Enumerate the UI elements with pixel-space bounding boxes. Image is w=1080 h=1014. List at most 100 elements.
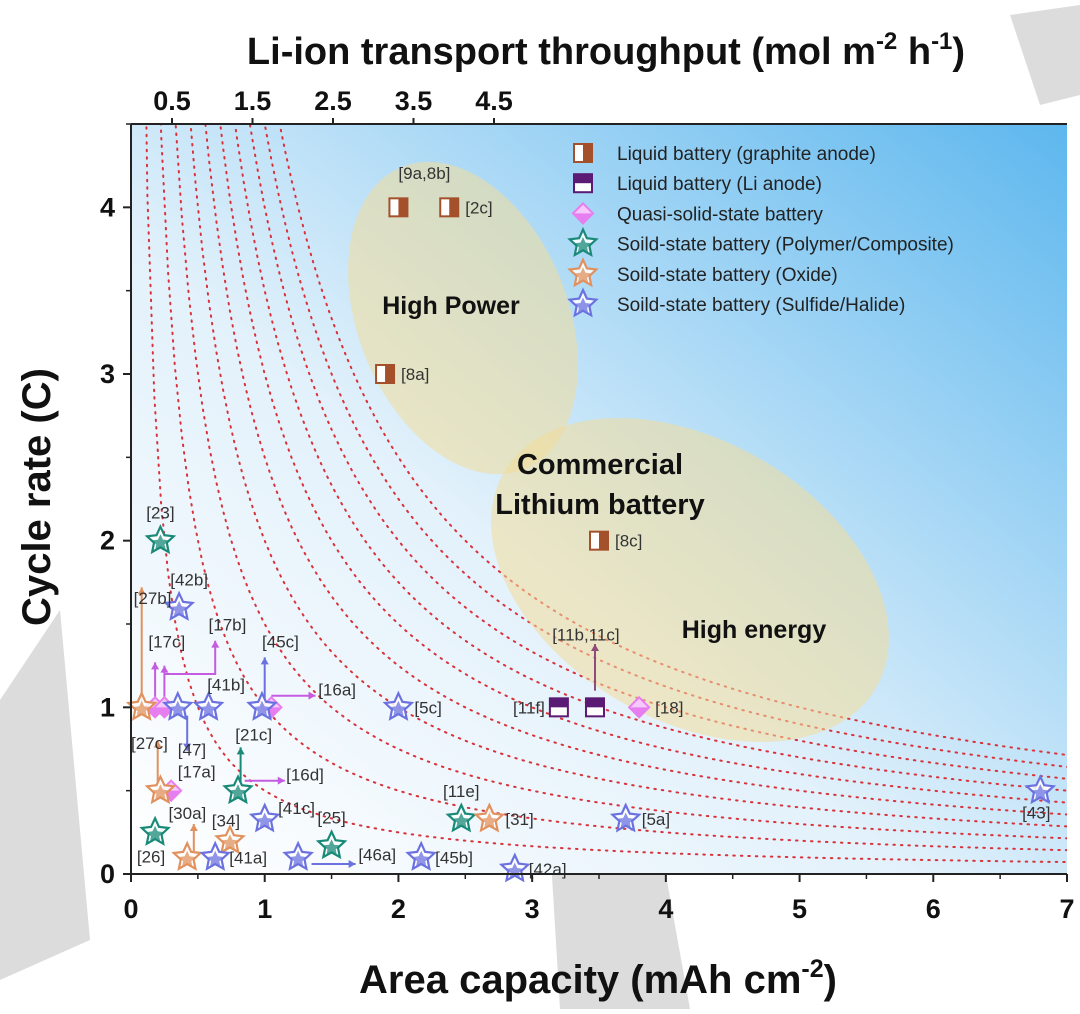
arrow-head bbox=[153, 740, 162, 748]
top-tick-label: 3.5 bbox=[395, 86, 433, 116]
legend-label: Soild-state battery (Polymer/Composite) bbox=[617, 235, 954, 256]
point-label: [23] bbox=[146, 504, 174, 523]
arrow-head bbox=[137, 587, 146, 595]
marker-fill bbox=[385, 365, 395, 383]
legend-marker bbox=[571, 201, 595, 225]
x-tick-label: 0 bbox=[123, 894, 138, 924]
point-label: [42b] bbox=[170, 570, 208, 589]
data-point bbox=[163, 590, 196, 621]
arrow-head bbox=[183, 743, 192, 751]
high-power-label: High Power bbox=[382, 292, 520, 320]
marker-fill bbox=[323, 839, 341, 856]
data-point bbox=[627, 695, 651, 719]
data-point bbox=[315, 829, 348, 860]
arrow-head bbox=[348, 860, 356, 868]
marker-fill bbox=[599, 531, 608, 550]
annotation-label: [11b,11c] bbox=[552, 626, 619, 645]
annotation-label: [41c] bbox=[278, 799, 315, 818]
point-label: [18] bbox=[655, 698, 683, 717]
iso-curve bbox=[219, 124, 1067, 804]
y-tick-label: 0 bbox=[100, 859, 115, 889]
point-labels: [2c] [8a] [8c] [11f] [18] [23] [11e] [26] [25] [3… bbox=[137, 198, 1051, 879]
marker-fill bbox=[169, 700, 187, 718]
marker-fill bbox=[574, 237, 592, 254]
marker-fill bbox=[449, 198, 459, 217]
annotation-label: [46a] bbox=[358, 846, 396, 865]
arrow-head bbox=[590, 644, 599, 651]
point-label: [11e] bbox=[443, 782, 480, 801]
marker-fill bbox=[289, 850, 307, 868]
y-tick-label: 1 bbox=[100, 692, 115, 722]
y-tick-label: 4 bbox=[100, 192, 115, 222]
arrow-head bbox=[236, 747, 245, 755]
marker-fill bbox=[221, 834, 239, 851]
marker-fill bbox=[200, 700, 218, 718]
legend-item: Quasi-solid-state battery bbox=[571, 201, 823, 225]
legend-item: Soild-state battery (Sulfide/Halide) bbox=[567, 287, 905, 318]
high-power-region bbox=[348, 161, 578, 475]
arrow-head bbox=[160, 665, 169, 673]
watermark-shape bbox=[0, 610, 90, 980]
x-axis-title: Area capacity (mAh cm-2) bbox=[359, 955, 837, 1002]
marker-fill bbox=[574, 267, 592, 284]
arrows bbox=[137, 587, 599, 868]
arrow-head bbox=[260, 657, 269, 665]
marker-fill bbox=[1031, 784, 1049, 801]
iso-curve bbox=[204, 124, 1067, 816]
annotation-label: [45c] bbox=[262, 632, 299, 651]
legend-label: Soild-state battery (Sulfide/Halide) bbox=[617, 295, 905, 316]
data-point bbox=[388, 197, 409, 218]
marker-fill bbox=[585, 698, 604, 708]
legend-item: Liquid battery (graphite anode) bbox=[573, 143, 876, 165]
annotation-label: [16d] bbox=[286, 766, 324, 785]
x-tick-label: 1 bbox=[257, 894, 272, 924]
legend-item: Soild-state battery (Oxide) bbox=[567, 257, 838, 288]
legend-marker bbox=[573, 143, 593, 163]
y-tick-label: 2 bbox=[100, 526, 115, 556]
data-points bbox=[125, 197, 1057, 883]
marker-fill bbox=[256, 812, 274, 829]
top-tick-label: 1.5 bbox=[234, 86, 272, 116]
point-label: [43] bbox=[1022, 804, 1050, 823]
data-point bbox=[214, 824, 246, 855]
x-tick-label: 7 bbox=[1059, 894, 1074, 924]
marker-fill bbox=[452, 812, 470, 829]
ticks: 0 1 2 3 4 5 6 7 0 1 2 3 4 0.5 1.5 2.5 3.5 4.5 bbox=[100, 86, 1075, 924]
data-point bbox=[375, 364, 396, 384]
marker-fill bbox=[206, 850, 224, 868]
iso-curve bbox=[174, 124, 1067, 840]
top-tick-label: 0.5 bbox=[153, 86, 191, 116]
arrow-head bbox=[211, 640, 220, 648]
marker-fill bbox=[133, 700, 151, 718]
region-highlights bbox=[348, 161, 889, 743]
marker-fill bbox=[170, 600, 188, 618]
legend-item: Soild-state battery (Polymer/Composite) bbox=[567, 226, 954, 258]
data-point bbox=[171, 840, 203, 871]
point-label: [25] bbox=[317, 809, 345, 828]
legend-label: Liquid battery (graphite anode) bbox=[617, 144, 876, 165]
iso-curve bbox=[234, 124, 1067, 792]
annotation-label: [17b] bbox=[209, 616, 247, 635]
data-point bbox=[473, 802, 506, 833]
point-label: [8a] bbox=[401, 365, 429, 384]
data-point bbox=[139, 815, 171, 846]
x-tick-label: 2 bbox=[391, 894, 406, 924]
data-point bbox=[445, 802, 478, 833]
y-tick-label: 3 bbox=[100, 359, 115, 389]
annotation-label: [30a] bbox=[168, 804, 206, 823]
data-point bbox=[548, 697, 569, 718]
annotation-label: [27b] bbox=[134, 589, 172, 608]
data-point bbox=[282, 840, 315, 871]
commercial-label-line1: Commercial bbox=[517, 449, 683, 481]
arrow-head bbox=[189, 824, 198, 831]
watermark-shape bbox=[1010, 5, 1080, 105]
point-label: [5c] bbox=[414, 698, 441, 717]
data-point bbox=[1024, 774, 1057, 805]
data-point bbox=[589, 530, 609, 551]
point-label: [34] bbox=[212, 812, 240, 831]
point-label: [42a] bbox=[529, 860, 567, 879]
legend-label: Quasi-solid-state battery bbox=[617, 204, 823, 225]
marker-fill bbox=[398, 198, 408, 217]
marker-fill bbox=[253, 700, 271, 718]
